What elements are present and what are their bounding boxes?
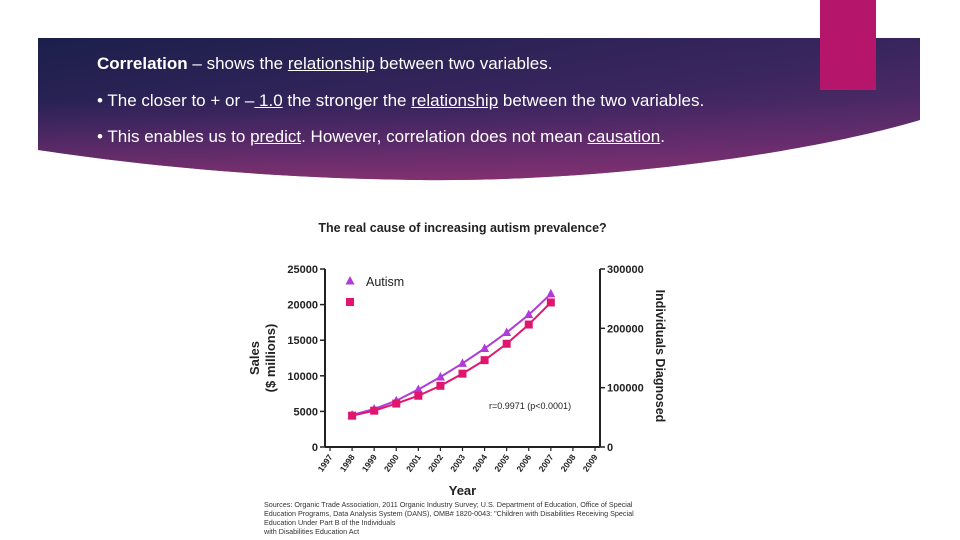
sources-note: Sources: Organic Trade Association, 2011… — [264, 500, 694, 536]
x-tick-label: 2005 — [492, 452, 511, 473]
data-point-sales — [481, 356, 489, 364]
series-line-sales — [352, 302, 551, 415]
x-tick-label: 2008 — [559, 452, 578, 473]
data-point-autism — [458, 358, 467, 367]
data-point-sales — [525, 321, 533, 329]
data-point-sales — [503, 340, 511, 348]
text: between two variables. — [375, 54, 553, 73]
y-tick-label-left: 0 — [312, 442, 318, 454]
text: between the two variables. — [498, 91, 704, 110]
y-axis-label-right: Individuals Diagnosed — [653, 290, 667, 423]
correlation-chart: The real cause of increasing autism prev… — [240, 212, 700, 502]
y-tick-label-left: 20000 — [287, 300, 318, 312]
term-correlation: Correlation — [97, 54, 188, 73]
dash: – — [188, 54, 207, 73]
legend-marker-autism — [346, 276, 355, 285]
x-tick-label: 2007 — [536, 452, 555, 473]
legend-label-autism: Autism — [366, 275, 404, 289]
data-point-autism — [480, 344, 489, 353]
text: shows the — [207, 54, 288, 73]
y-tick-label-right: 0 — [607, 442, 613, 454]
x-axis-label: Year — [449, 483, 476, 498]
data-point-autism — [436, 372, 445, 381]
y-tick-label-right: 100000 — [607, 383, 644, 395]
data-point-sales — [459, 370, 467, 378]
link-relationship[interactable]: relationship — [288, 54, 375, 73]
data-point-sales — [392, 400, 400, 408]
value-one: 1.0 — [254, 91, 282, 110]
x-tick-label: 2002 — [426, 452, 445, 473]
x-tick-label: 2006 — [514, 452, 533, 473]
source-line: Sources: Organic Trade Association, 2011… — [264, 500, 694, 509]
y-axis-label-left: Sales — [247, 341, 262, 375]
source-line: with Disabilities Education Act — [264, 527, 694, 536]
data-point-sales — [414, 392, 422, 400]
x-tick-label: 1998 — [338, 452, 357, 473]
x-tick-label: 2003 — [448, 452, 467, 473]
accent-bar — [820, 0, 876, 90]
text: • This enables us to — [97, 127, 250, 146]
bullet-closer: • The closer to + or – 1.0 the stronger … — [97, 91, 704, 111]
text: . — [660, 127, 665, 146]
link-predict[interactable]: predict — [250, 127, 301, 146]
text: • The closer to + or — [97, 91, 245, 110]
text: the stronger the — [283, 91, 412, 110]
x-tick-label: 2001 — [404, 452, 423, 473]
x-tick-label: 1999 — [360, 452, 379, 473]
correlation-annotation: r=0.9971 (p<0.0001) — [489, 401, 571, 411]
series-line-autism — [352, 294, 551, 415]
source-line: Education Under Part B of the Individual… — [264, 518, 694, 527]
bullet-predict: • This enables us to predict. However, c… — [97, 127, 665, 147]
definition-line: Correlation – shows the relationship bet… — [97, 54, 552, 74]
y-axis-label-left: ($ millions) — [263, 324, 278, 393]
data-point-sales — [348, 412, 356, 420]
y-tick-label-left: 5000 — [294, 406, 318, 418]
link-causation[interactable]: causation — [587, 127, 660, 146]
legend-marker-sales — [346, 298, 354, 306]
x-tick-label: 2000 — [382, 452, 401, 473]
x-tick-label: 2009 — [581, 452, 600, 473]
y-tick-label-right: 200000 — [607, 323, 644, 335]
source-line: Education Programs, Data Analysis System… — [264, 509, 694, 518]
x-tick-label: 1997 — [316, 452, 335, 473]
y-tick-label-left: 25000 — [287, 264, 318, 276]
data-point-sales — [370, 407, 378, 415]
data-point-autism — [546, 289, 555, 298]
y-tick-label-left: 10000 — [287, 371, 318, 383]
text: . However, correlation does not mean — [301, 127, 587, 146]
y-tick-label-right: 300000 — [607, 264, 644, 276]
y-tick-label-left: 15000 — [287, 335, 318, 347]
link-relationship-2[interactable]: relationship — [411, 91, 498, 110]
data-point-sales — [547, 298, 555, 306]
data-point-sales — [436, 382, 444, 390]
x-tick-label: 2004 — [470, 452, 489, 473]
chart-title: The real cause of increasing autism prev… — [318, 221, 606, 235]
dash: – — [245, 91, 254, 110]
